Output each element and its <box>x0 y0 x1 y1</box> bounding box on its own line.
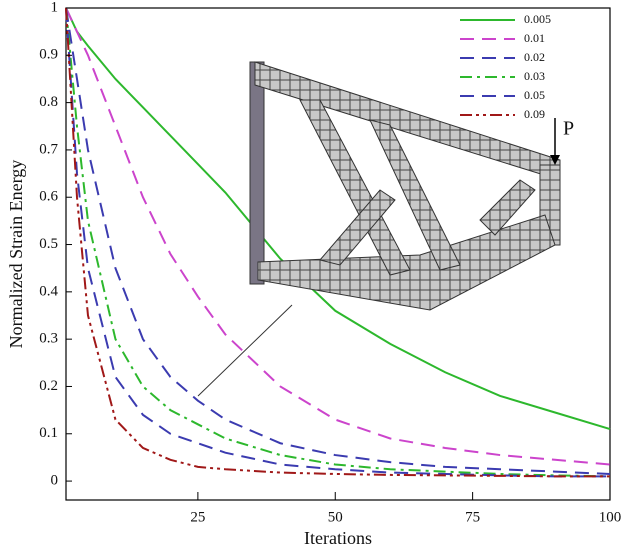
y-tick-label: 0.2 <box>39 378 58 394</box>
leader-line <box>198 305 292 396</box>
x-tick-label: 75 <box>465 509 480 525</box>
inset-structure: P <box>198 62 574 396</box>
y-tick-label: 0.9 <box>39 47 58 63</box>
legend-label: 0.005 <box>524 12 551 26</box>
y-tick-label: 0.4 <box>39 283 58 299</box>
support-wall <box>250 62 264 284</box>
legend-label: 0.05 <box>524 88 545 102</box>
y-tick-label: 0 <box>51 473 59 489</box>
y-tick-label: 0.1 <box>39 425 58 441</box>
x-tick-label: 100 <box>599 509 622 525</box>
x-axis-label: Iterations <box>304 528 372 548</box>
x-tick-label: 50 <box>328 509 343 525</box>
y-tick-label: 0.6 <box>39 189 58 205</box>
y-tick-label: 1 <box>51 0 59 15</box>
x-tick-label: 25 <box>190 509 205 525</box>
legend-label: 0.03 <box>524 69 545 83</box>
y-tick-label: 0.8 <box>39 94 58 110</box>
chart: P Iterations Normalized Strain Energy 0 0… <box>0 0 626 554</box>
load-label: P <box>563 118 574 140</box>
y-tick-label: 0.3 <box>39 331 58 347</box>
y-tick-label: 0.7 <box>39 141 58 157</box>
legend-label: 0.01 <box>524 31 545 45</box>
legend-label: 0.09 <box>524 107 545 121</box>
y-axis-label: Normalized Strain Energy <box>6 160 26 349</box>
legend-label: 0.02 <box>524 50 545 64</box>
y-tick-label: 0.5 <box>39 236 58 252</box>
